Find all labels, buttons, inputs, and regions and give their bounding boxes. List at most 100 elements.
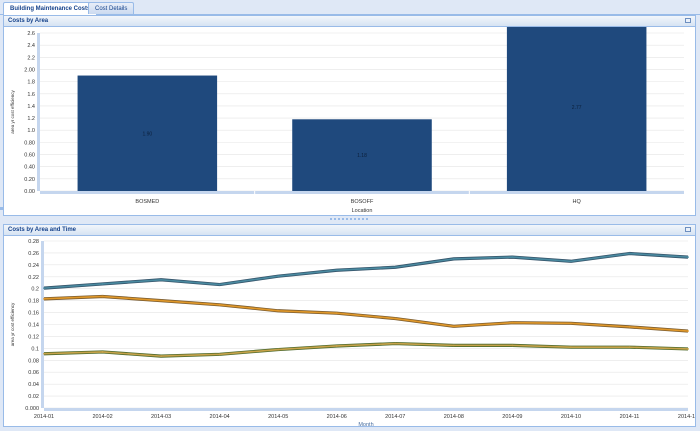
y-tick-label: 0.28 (28, 239, 39, 245)
x-tick-label: 2014-03 (151, 414, 171, 420)
data-point (511, 256, 514, 259)
x-tick-label: 2014-08 (444, 414, 464, 420)
x-axis-label: Location (352, 208, 373, 214)
series-line-shadow (43, 294, 689, 333)
y-tick-label: 0.40 (24, 165, 35, 171)
tab-bar: Building Maintenance Costs Cost Details (0, 0, 700, 15)
bar (77, 75, 218, 191)
panel-title: Costs by Area and Time (8, 227, 77, 233)
costs-by-area-panel: Costs by Area 0.00 0.20 0.40 0.60 0.80 1.0 1.2… (3, 15, 696, 216)
data-point (394, 342, 397, 345)
y-tick-label: 0.24 (28, 263, 39, 269)
bar-value-label: 2.77 (572, 105, 582, 111)
data-point (394, 266, 397, 269)
data-point (43, 297, 45, 300)
y-tick-label: 2.4 (27, 43, 35, 49)
data-point (218, 353, 221, 356)
x-tick-label: HQ (573, 199, 582, 205)
y-tick-label: 1.8 (27, 80, 35, 86)
x-tick-label: 2014-07 (385, 414, 405, 420)
y-tick-label: 2.00 (24, 67, 35, 73)
splitter-grip[interactable] (330, 218, 370, 220)
data-point (628, 252, 631, 255)
bar-chart: 0.00 0.20 0.40 0.60 0.80 1.0 1.2 1.4 1.6 1.8 2.00 2… (10, 22, 684, 214)
line-chart: 0.000 0.02 0.04 0.06 0.08 0.1 0.12 0.14 0.16 0.18… (10, 239, 698, 428)
y-axis-label: area yr cost efficiency (10, 90, 15, 134)
bar (506, 22, 647, 191)
y-tick-label: 0.2 (31, 287, 39, 293)
y-tick-label: 0.26 (28, 251, 39, 257)
y-tick-label: 0.80 (24, 140, 35, 146)
data-point (43, 287, 45, 290)
data-point (394, 317, 397, 320)
data-point (160, 355, 162, 358)
x-axis-band (44, 408, 688, 411)
data-point (511, 344, 514, 347)
y-axis-label: area yr cost efficiency (10, 302, 15, 346)
bar (292, 119, 432, 191)
data-point (101, 295, 104, 298)
series-line (43, 295, 689, 332)
x-tick-label: 2014-09 (502, 414, 522, 420)
maximize-icon[interactable] (685, 227, 691, 232)
x-tick-label: 2014-12 (678, 414, 695, 420)
data-point (570, 346, 572, 349)
data-point (687, 348, 689, 350)
y-tick-label: 0.14 (28, 323, 39, 329)
data-point (687, 330, 689, 332)
y-tick-label: 1.0 (27, 128, 35, 134)
x-tick-label: BOSOFF (351, 199, 374, 205)
data-point (218, 283, 221, 286)
y-tick-label: 0.18 (28, 299, 39, 305)
panel-title: Costs by Area (8, 18, 49, 24)
data-point (628, 325, 631, 328)
y-axis-band (37, 33, 40, 191)
bar-value-label: 1.18 (357, 153, 367, 159)
data-point (335, 345, 338, 347)
tab-building-maintenance-costs[interactable]: Building Maintenance Costs (3, 2, 98, 15)
series-line (43, 252, 689, 289)
data-point (335, 269, 338, 272)
x-tick-label: 2014-01 (34, 414, 54, 420)
y-tick-label: 1.6 (27, 92, 35, 98)
data-point (160, 278, 162, 281)
data-point (277, 275, 280, 278)
y-tick-label: 0.16 (28, 311, 39, 317)
y-tick-label: 0.1 (31, 346, 39, 352)
y-tick-label: 0.12 (28, 334, 39, 340)
data-point (43, 352, 45, 355)
data-point (277, 348, 280, 351)
y-tick-label: 0.000 (25, 406, 39, 412)
panel-header: Costs by Area and Time (4, 225, 695, 236)
panel-splitter[interactable] (0, 217, 700, 221)
data-point (687, 256, 689, 259)
data-point (218, 303, 221, 306)
data-point (511, 321, 514, 324)
data-point (160, 299, 162, 302)
y-tick-label: 0.08 (28, 358, 39, 364)
series-line (43, 342, 689, 357)
y-tick-label: 0.02 (28, 394, 39, 400)
x-tick-label: 2014-02 (92, 414, 112, 420)
x-tick-label: 2014-06 (327, 414, 347, 420)
data-point (277, 309, 280, 312)
x-axis-band (40, 191, 684, 194)
data-point (452, 325, 455, 328)
y-axis-band (41, 241, 44, 408)
y-tick-label: 0.00 (24, 189, 35, 195)
collapse-marker[interactable] (0, 207, 3, 210)
maximize-icon[interactable] (685, 18, 691, 23)
data-point (570, 260, 572, 263)
data-point (570, 322, 572, 325)
y-tick-label: 0.60 (24, 153, 35, 159)
y-tick-label: 0.22 (28, 275, 39, 281)
data-point (101, 351, 104, 353)
y-tick-label: 2.6 (27, 31, 35, 37)
x-tick-label: 2014-11 (620, 414, 640, 420)
data-point (452, 344, 455, 347)
x-tick-label: BOSMED (135, 199, 159, 205)
x-tick-label: 2014-04 (210, 414, 230, 420)
bar-value-label: 1.90 (142, 131, 152, 137)
y-tick-label: 0.06 (28, 370, 39, 376)
tab-cost-details[interactable]: Cost Details (88, 2, 135, 14)
